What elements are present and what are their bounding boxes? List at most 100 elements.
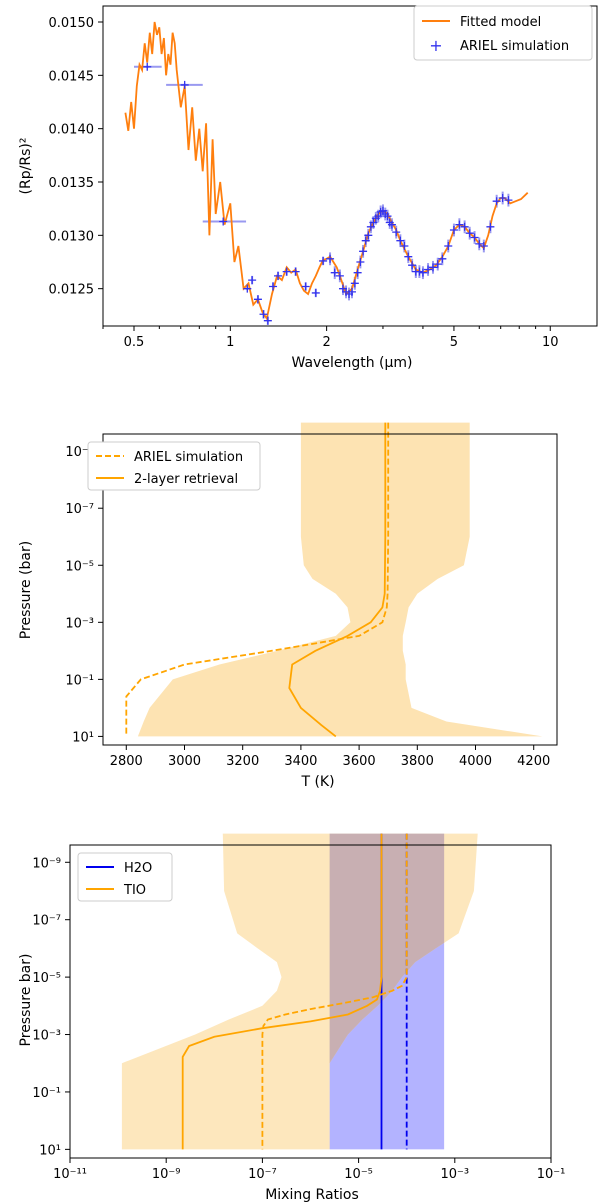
p1-data-point xyxy=(301,282,310,291)
p1-data-point xyxy=(400,242,409,250)
p1-data-point xyxy=(504,196,513,205)
p3-ytick-label: 10⁻⁹ xyxy=(32,856,61,871)
p2-ytick-label: 10⁻⁹ xyxy=(65,445,94,460)
p1-data-point xyxy=(455,220,464,229)
p3-xtick-label: 10⁻⁷ xyxy=(248,1167,277,1182)
p1-data-point xyxy=(366,222,375,231)
p3-plot-area xyxy=(121,833,478,1150)
p1-data-point xyxy=(404,252,413,261)
p1-data-point xyxy=(353,268,362,277)
p1-data-point xyxy=(486,222,495,231)
p1-xlabel: Wavelength (μm) xyxy=(292,355,413,371)
p3-ytick-label: 10⁻³ xyxy=(32,1029,61,1044)
p3-axes: 10⁻¹¹ 10⁻⁹ 10⁻⁷ 10⁻⁵ 10⁻³ 10⁻¹ 10⁻⁹ 10⁻⁷ 10⁻⁵ 10⁻… xyxy=(32,844,566,1182)
p1-legend-data-swatch: + xyxy=(429,36,442,55)
p1-ylabel: (Rp/Rs)² xyxy=(18,138,34,195)
p1-data-point xyxy=(444,242,453,250)
p3-legend-tio-label: TIO xyxy=(123,883,146,898)
p3-xtick-label: 10⁻³ xyxy=(440,1167,469,1182)
p3-xtick-label: 10⁻⁵ xyxy=(344,1167,373,1182)
p1-data-point xyxy=(311,288,320,297)
p2-xtick-label: 3200 xyxy=(226,754,259,769)
p3-tio-dashed-line xyxy=(261,833,408,1150)
p1-ytick-label: 0.0125 xyxy=(49,283,95,298)
p1-data-point xyxy=(449,226,458,234)
p1-data-point xyxy=(319,256,328,265)
p1-data-point xyxy=(387,220,396,229)
p1-data-point xyxy=(470,233,479,242)
p1-data-point xyxy=(392,228,401,237)
p1-data-point xyxy=(415,267,424,276)
mixing-ratio-chart: 10⁻¹¹ 10⁻⁹ 10⁻⁷ 10⁻⁵ 10⁻³ 10⁻¹ 10⁻⁹ 10⁻⁷ 10⁻⁵ 10⁻… xyxy=(18,833,566,1202)
p2-legend-sim-label: ARIEL simulation xyxy=(134,450,243,465)
p1-data-point xyxy=(248,276,257,285)
p1-xtick-label: 0.5 xyxy=(124,335,145,350)
p2-xtick-label: 2800 xyxy=(110,754,143,769)
p2-ytick-label: 10⁻¹ xyxy=(65,673,94,688)
p1-data-point xyxy=(418,268,427,277)
p3-xtick-label: 10⁻¹¹ xyxy=(53,1167,87,1182)
p1-data-point xyxy=(492,197,501,206)
p2-xtick-label: 4000 xyxy=(459,754,492,769)
p3-xtick-label: 10⁻¹ xyxy=(537,1167,566,1182)
p2-xtick-label: 3400 xyxy=(284,754,317,769)
p2-plot-area xyxy=(125,422,543,738)
p1-data-point xyxy=(143,62,152,71)
p1-model-line xyxy=(124,21,529,321)
p1-data-point xyxy=(269,282,278,291)
p3-ytick-label: 10⁻¹ xyxy=(32,1086,61,1101)
p1-data-point xyxy=(498,194,507,202)
p3-overlap-band xyxy=(329,833,445,1064)
transmission-spectrum-chart: 0.5 1 2 5 10 0.0125 0.0130 0.0135 0.0140 0.0145 0.… xyxy=(18,5,598,371)
p3-frame xyxy=(69,844,552,1159)
p1-data-point xyxy=(253,295,262,304)
p1-legend-data-label: ARIEL simulation xyxy=(460,39,569,54)
p1-data-point xyxy=(374,212,383,221)
p1-data-point xyxy=(282,267,291,276)
p3-ytick-label: 10¹ xyxy=(39,1143,61,1158)
p1-data-point xyxy=(335,271,344,280)
p1-data-point xyxy=(460,222,469,231)
p1-data-point xyxy=(359,247,368,256)
p1-data-point xyxy=(433,260,442,269)
p3-xtick-label: 10⁻⁹ xyxy=(152,1167,181,1182)
p2-ytick-label: 10⁻⁵ xyxy=(65,559,94,574)
p1-axes: 0.5 1 2 5 10 0.0125 0.0130 0.0135 0.0140 0.0145 0.… xyxy=(49,5,598,350)
p2-xtick-label: 4200 xyxy=(517,754,550,769)
p1-data-point xyxy=(424,265,433,274)
p1-xtick-label: 2 xyxy=(322,335,330,350)
p1-data-point xyxy=(291,267,300,276)
p1-xtick-label: 1 xyxy=(226,335,234,350)
p1-data-point xyxy=(330,268,339,277)
p2-legend-frame xyxy=(87,441,261,491)
p1-ytick-label: 0.0145 xyxy=(49,69,95,84)
p2-ytick-label: 10⁻⁷ xyxy=(65,502,94,517)
p1-data-point xyxy=(369,218,378,227)
p1-data-point xyxy=(438,254,447,263)
p2-xlabel: T (K) xyxy=(300,774,334,790)
p1-data-point xyxy=(180,80,189,89)
p1-xtick-label: 5 xyxy=(450,335,458,350)
p3-ytick-label: 10⁻⁵ xyxy=(32,971,61,986)
p2-ytick-label: 10⁻³ xyxy=(65,616,94,631)
p2-ylabel: Pressure (bar) xyxy=(18,541,34,639)
p2-simulation-line xyxy=(125,422,390,737)
temperature-profile-chart: 2800 3000 3200 3400 3600 3800 4000 4200 10⁻⁹ 10⁻⁷… xyxy=(18,422,558,790)
p1-plot-area xyxy=(124,21,529,325)
p1-data-point xyxy=(356,258,365,266)
p2-xtick-label: 3600 xyxy=(343,754,376,769)
p1-data-point xyxy=(274,271,283,280)
p1-frame xyxy=(102,5,598,327)
p3-ylabel: Pressure bar) xyxy=(18,954,34,1047)
p1-data-point xyxy=(479,242,488,250)
p1-data-point xyxy=(263,316,272,325)
p1-data-point xyxy=(408,261,417,270)
p1-data-point xyxy=(347,287,356,296)
p1-data-point xyxy=(243,284,252,293)
p2-axes: 2800 3000 3200 3400 3600 3800 4000 4200 10⁻⁹ 10⁻⁷… xyxy=(65,433,558,769)
p2-frame xyxy=(102,433,558,746)
p1-data-point xyxy=(475,239,484,248)
p1-data-point xyxy=(465,229,474,238)
